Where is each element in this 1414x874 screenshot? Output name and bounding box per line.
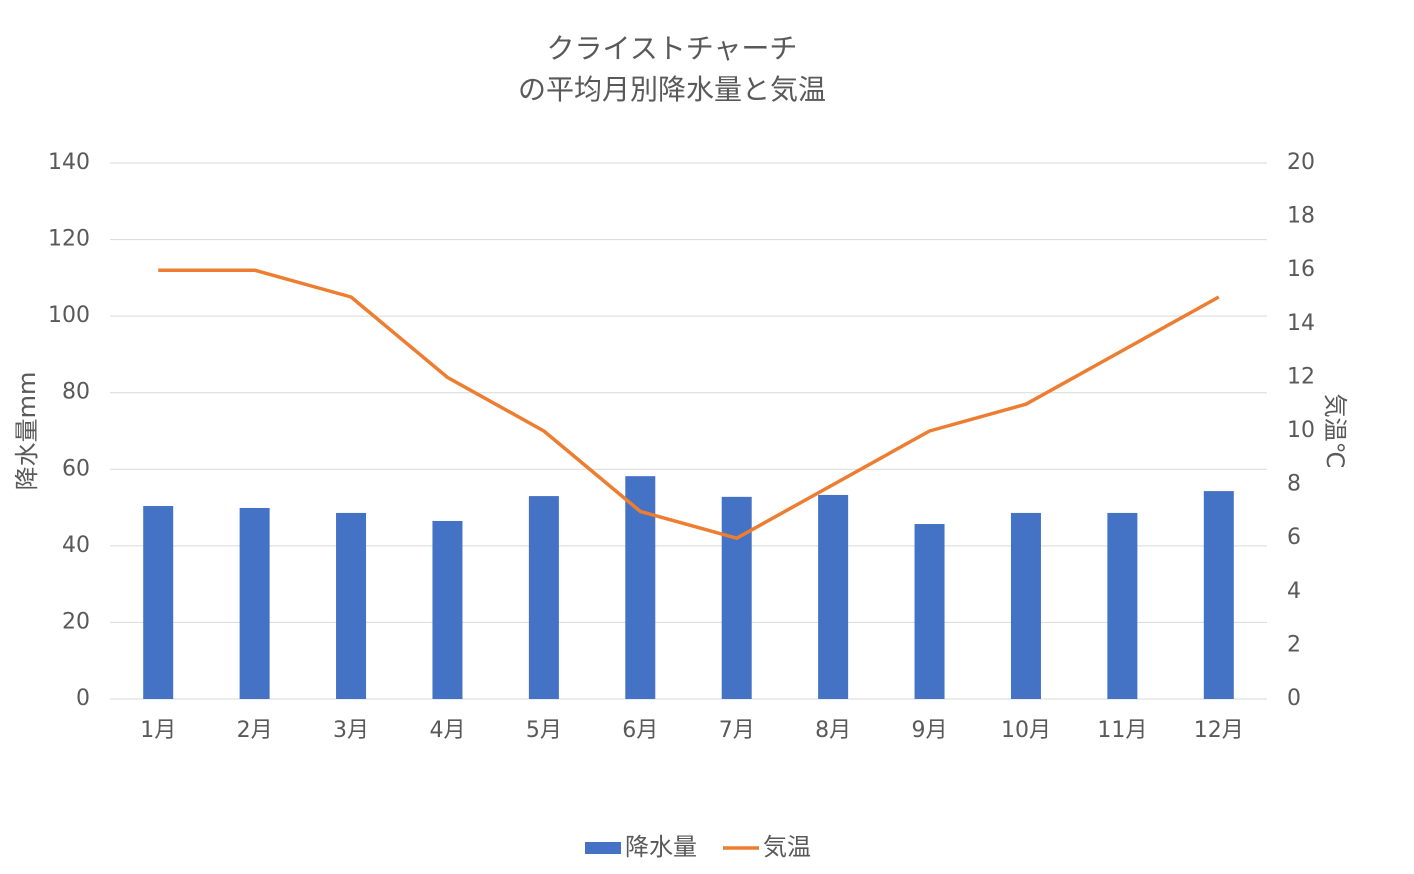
- x-tick-label: 3月: [333, 718, 369, 743]
- x-tick-label: 4月: [429, 718, 465, 743]
- bar: [721, 496, 752, 699]
- x-tick-label: 2月: [237, 718, 273, 743]
- y2-tick-label: 12: [1287, 364, 1315, 389]
- x-tick-label: 10月: [1001, 718, 1051, 743]
- x-tick-label: 6月: [622, 718, 658, 743]
- bar: [143, 506, 174, 699]
- y-tick-label: 80: [62, 380, 90, 405]
- bar: [1107, 512, 1138, 699]
- bar: [818, 494, 849, 699]
- y-tick-label: 140: [48, 150, 90, 175]
- bar: [1203, 491, 1234, 699]
- bar: [914, 524, 945, 699]
- legend-label: 降水量: [625, 833, 697, 861]
- x-tick-label: 12月: [1194, 718, 1244, 743]
- y2-axis-title: 気温℃: [1321, 394, 1349, 469]
- bar: [239, 507, 270, 699]
- y2-tick-label: 8: [1287, 472, 1301, 497]
- legend-swatch: [585, 842, 621, 854]
- y-tick-label: 120: [48, 227, 90, 252]
- legend-label: 気温: [763, 833, 811, 861]
- bar: [1010, 512, 1041, 699]
- x-tick-label: 9月: [912, 718, 948, 743]
- x-tick-label: 7月: [719, 718, 755, 743]
- chart-title: クライストチャーチ: [547, 32, 798, 65]
- bar: [432, 520, 463, 699]
- bar: [528, 496, 559, 699]
- x-tick-label: 8月: [815, 718, 851, 743]
- y-tick-label: 60: [62, 456, 90, 481]
- y-tick-label: 100: [48, 303, 90, 328]
- x-tick-label: 1月: [140, 718, 176, 743]
- x-tick-label: 11月: [1097, 718, 1147, 743]
- chart-title: の平均月別降水量と気温: [518, 73, 826, 106]
- x-tick-label: 5月: [526, 718, 562, 743]
- y2-tick-label: 20: [1287, 150, 1315, 175]
- y-tick-label: 0: [76, 686, 90, 711]
- y2-tick-label: 18: [1287, 204, 1315, 229]
- y2-tick-label: 10: [1287, 418, 1315, 443]
- y-axis-title: 降水量mm: [13, 372, 41, 491]
- bar: [336, 512, 367, 699]
- y2-tick-label: 6: [1287, 525, 1301, 550]
- y2-tick-label: 4: [1287, 579, 1301, 604]
- y2-tick-label: 16: [1287, 257, 1315, 282]
- line: [158, 268, 1220, 540]
- y2-tick-label: 14: [1287, 311, 1315, 336]
- y-tick-label: 20: [62, 609, 90, 634]
- y-tick-label: 40: [62, 533, 90, 558]
- y2-tick-label: 2: [1287, 632, 1301, 657]
- y2-tick-label: 0: [1287, 686, 1301, 711]
